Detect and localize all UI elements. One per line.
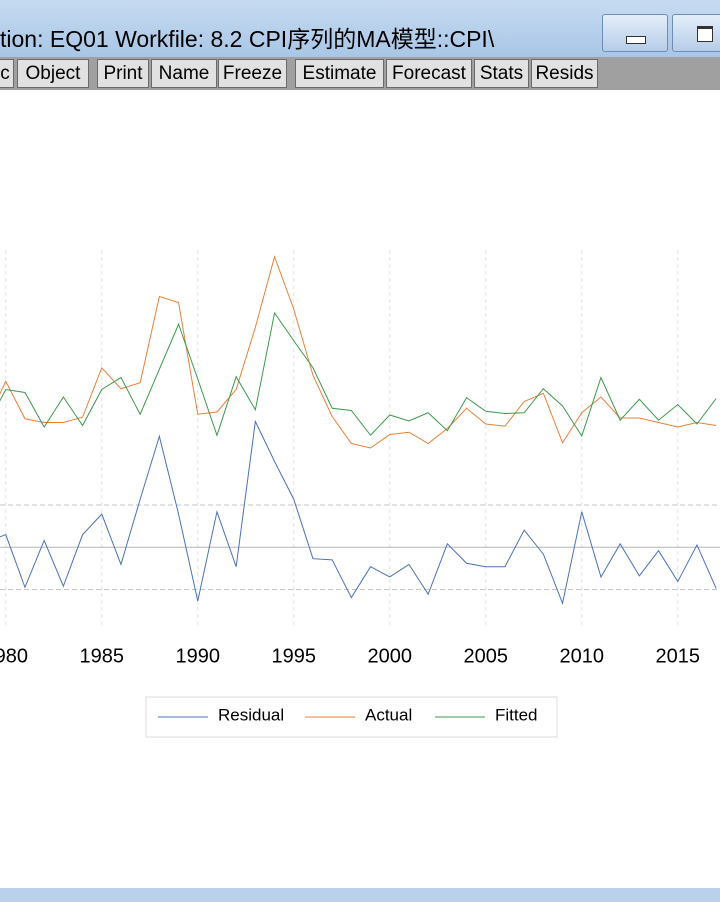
status-bar [0, 888, 720, 902]
toolbar-button[interactable]: Forecast [386, 59, 472, 88]
x-tick-label: 1980 [0, 645, 28, 667]
toolbar-button[interactable]: Stats [474, 59, 529, 88]
series-line [0, 419, 717, 606]
maximize-button[interactable] [672, 14, 720, 52]
x-tick-label: 1990 [176, 645, 221, 667]
toolbar-button[interactable]: Name [151, 59, 217, 88]
toolbar-button[interactable]: c [0, 59, 14, 88]
x-tick-label: 2005 [464, 645, 509, 667]
x-tick-label: 2010 [560, 645, 605, 667]
window-title: tion: EQ01 Workfile: 8.2 CPI序列的MA模型::CPI… [0, 26, 495, 52]
x-tick-label: 2015 [656, 645, 701, 667]
toolbar-button[interactable]: Freeze [218, 59, 287, 88]
grid [0, 250, 720, 625]
minimize-button[interactable] [602, 14, 668, 52]
toolbar-button[interactable]: Object [17, 59, 89, 88]
title-bar: tion: EQ01 Workfile: 8.2 CPI序列的MA模型::CPI… [0, 0, 720, 57]
series-line [0, 255, 717, 449]
maximize-icon [697, 26, 713, 42]
minimize-icon [626, 36, 646, 44]
chart: 1980 1985 1990 1995 2000 2005 2010 2015 Residua… [0, 250, 720, 738]
x-tick-label: 1985 [80, 645, 125, 667]
plot-lines [0, 255, 717, 606]
toolbar-button[interactable]: Resids [531, 59, 598, 88]
x-tick-label: 1995 [272, 645, 317, 667]
legend-label: Fitted [495, 705, 538, 724]
legend-label: Residual [218, 705, 284, 724]
x-axis: 1980 1985 1990 1995 2000 2005 2010 2015 [0, 645, 700, 667]
legend-label: Actual [365, 705, 412, 724]
x-tick-label: 2000 [368, 645, 413, 667]
legend: Residual Actual Fitted [158, 705, 538, 724]
toolbar: c Object Print Name Freeze Estimate Forecast St… [0, 57, 720, 90]
toolbar-button[interactable]: Print [97, 59, 149, 88]
series-line [0, 311, 717, 438]
toolbar-button[interactable]: Estimate [295, 59, 384, 88]
